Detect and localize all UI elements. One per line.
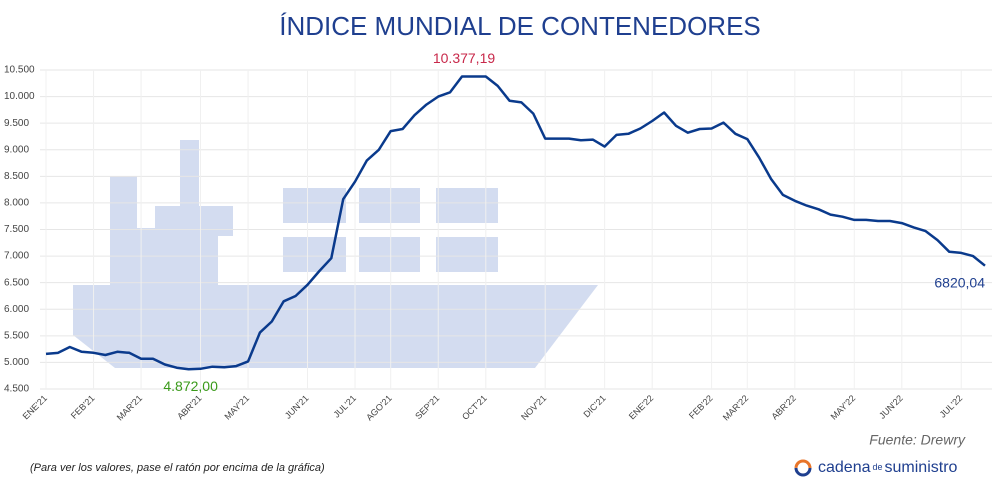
logo: cadena de suministro: [794, 459, 958, 477]
x-tick-label: FEB'22: [687, 393, 715, 421]
y-tick-label: 4.500: [4, 384, 29, 395]
ship-illustration: [73, 140, 598, 368]
x-tick-label: SEP'21: [413, 393, 441, 421]
x-tick-label: MAY'22: [829, 393, 858, 422]
y-tick-label: 8.000: [4, 198, 29, 209]
y-tick-label: 8.500: [4, 171, 29, 182]
x-tick-label: FEB'21: [69, 393, 97, 421]
y-tick-label: 5.500: [4, 330, 29, 341]
logo-text: cadena de suministro: [818, 459, 958, 476]
y-tick-label: 10.000: [4, 91, 35, 102]
y-tick-label: 10.500: [4, 65, 35, 76]
y-tick-label: 9.500: [4, 118, 29, 129]
y-tick-label: 5.000: [4, 357, 29, 368]
x-tick-label: MAR'22: [721, 393, 751, 423]
x-tick-label: ENE'21: [21, 393, 49, 421]
x-tick-label: JUN'21: [283, 393, 311, 421]
source: Fuente: Drewry: [869, 432, 966, 448]
x-tick-label: NOV'21: [519, 393, 548, 422]
data-line: [45, 75, 986, 371]
y-tick-label: 6.500: [4, 277, 29, 288]
logo-part: cadena: [818, 459, 871, 476]
y-tick-label: 7.000: [4, 251, 29, 262]
x-tick-label: JUL'22: [938, 393, 965, 420]
logo-part: de: [873, 462, 883, 472]
y-tick-label: 9.000: [4, 144, 29, 155]
x-tick-label: ABR'21: [175, 393, 203, 421]
x-tick-label: DIC'21: [581, 393, 607, 419]
x-tick-label: MAY'21: [222, 393, 251, 422]
x-tick-label: JUL'21: [331, 393, 358, 420]
x-tick-label: OCT'21: [460, 393, 489, 422]
value-label: 4.872,00: [163, 378, 218, 394]
x-tick-label: AGO'21: [364, 393, 394, 423]
value-label: 6820,04: [934, 274, 985, 290]
x-tick-label: MAR'21: [115, 393, 145, 423]
logo-part: suministro: [885, 459, 958, 476]
x-tick-label: ENE'22: [627, 393, 655, 421]
y-tick-label: 7.500: [4, 224, 29, 235]
value-label: 10.377,19: [433, 50, 495, 66]
chart-title: ÍNDICE MUNDIAL DE CONTENEDORES: [279, 11, 761, 41]
y-tick-label: 6.000: [4, 304, 29, 315]
x-tick-label: ABR'22: [769, 393, 797, 421]
x-tick-label: JUN'22: [877, 393, 905, 421]
note: (Para ver los valores, pase el ratón por…: [30, 462, 325, 474]
